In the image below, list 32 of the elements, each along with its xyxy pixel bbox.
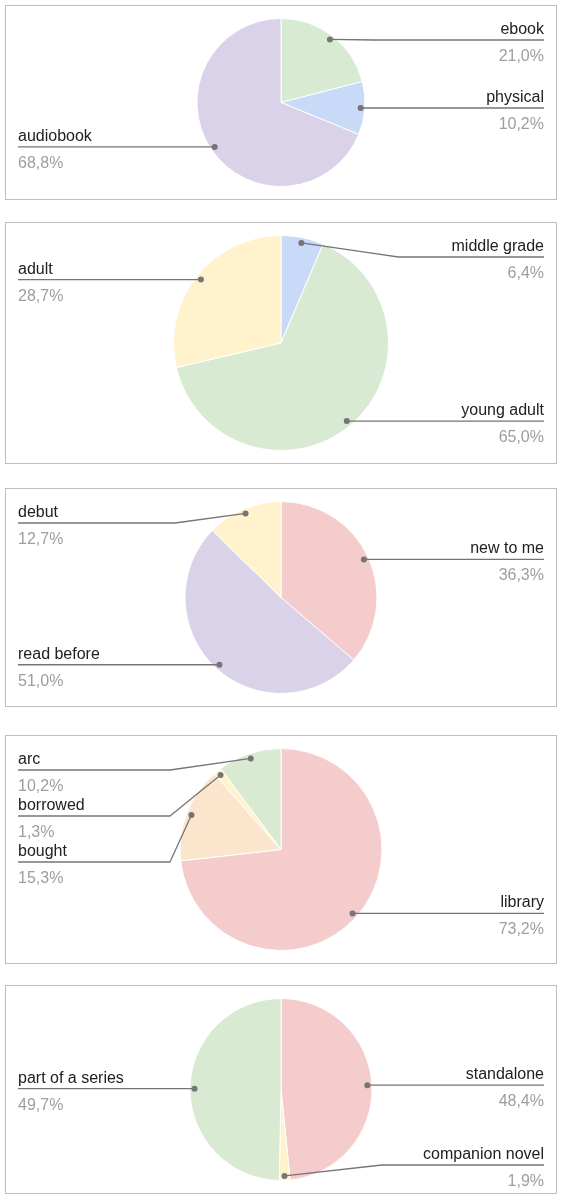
- slice-label: borrowed: [18, 796, 85, 813]
- data-label: 73,2%: [498, 920, 544, 938]
- slice-label: audiobook: [18, 126, 93, 144]
- data-label: 10,2%: [18, 777, 64, 794]
- data-label: 12,7%: [18, 530, 64, 547]
- data-label: 65,0%: [498, 428, 544, 446]
- data-label: 49,7%: [18, 1095, 64, 1113]
- data-label: 28,7%: [18, 286, 64, 304]
- data-label: 6,4%: [507, 264, 544, 281]
- data-label: 1,3%: [18, 823, 55, 840]
- slice-label: new to me: [470, 539, 545, 557]
- slice-label: physical: [486, 88, 544, 106]
- slice-label: middle grade: [451, 237, 545, 254]
- data-label: 51,0%: [18, 671, 64, 689]
- slice-label: bought: [18, 842, 68, 859]
- slice-label: read before: [18, 644, 100, 662]
- data-label: 1,9%: [507, 1172, 544, 1189]
- data-label: 68,8%: [18, 153, 64, 171]
- slice-label: companion novel: [423, 1145, 544, 1162]
- data-label: 10,2%: [498, 115, 544, 133]
- data-label: 15,3%: [18, 869, 64, 886]
- slice-label: ebook: [500, 20, 545, 37]
- data-label: 36,3%: [498, 566, 544, 584]
- slice-label: part of a series: [18, 1068, 124, 1086]
- slice-label: debut: [18, 503, 59, 520]
- slice-label: standalone: [465, 1065, 545, 1083]
- slice-label: adult: [18, 259, 54, 277]
- data-label: 48,4%: [498, 1092, 544, 1110]
- slice-label: young adult: [461, 401, 545, 419]
- slice-label: arc: [18, 750, 41, 767]
- data-label: 21,0%: [498, 47, 544, 64]
- slice-label: library: [500, 893, 544, 911]
